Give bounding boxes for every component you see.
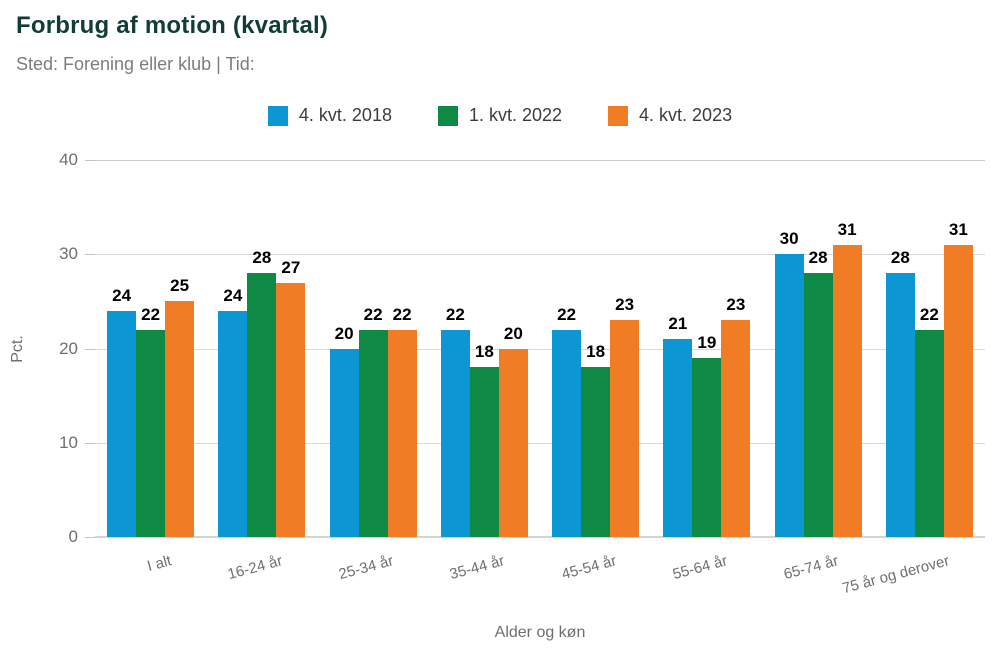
legend-item[interactable]: 1. kvt. 2022: [437, 105, 563, 126]
x-category-label: I alt: [145, 552, 173, 575]
bar: [498, 348, 528, 537]
bar-value-label: 22: [363, 304, 383, 324]
legend-swatch: [267, 105, 288, 126]
gridline: [95, 160, 985, 161]
bar-value-label: 22: [919, 304, 939, 324]
bar-value-label: 24: [112, 285, 132, 305]
bar: [914, 329, 944, 537]
bar-value-label: 31: [837, 219, 857, 239]
y-tick-mark: [85, 254, 95, 256]
bar: [663, 339, 693, 537]
y-tick-label: 30: [59, 244, 78, 264]
bar-value-label: 19: [697, 332, 717, 352]
y-tick-label: 20: [59, 338, 78, 358]
bar: [581, 367, 611, 537]
bar-value-label: 18: [586, 342, 606, 362]
y-tick-mark: [85, 537, 95, 538]
bar-value-label: 18: [474, 342, 494, 362]
legend-swatch: [437, 105, 458, 126]
bar-value-label: 23: [615, 295, 635, 315]
bar-value-label: 25: [170, 276, 190, 296]
chart-header: Forbrug af motion (kvartal) Sted: Foreni…: [16, 12, 328, 75]
legend-item[interactable]: 4. kvt. 2023: [608, 105, 732, 126]
bar: [136, 329, 166, 537]
bar: [552, 329, 582, 537]
bar-value-label: 22: [392, 304, 412, 324]
bar-value-label: 23: [726, 295, 746, 315]
bar-value-label: 22: [445, 304, 465, 324]
bar: [165, 301, 195, 537]
y-tick-label: 10: [59, 432, 78, 452]
legend-label: 4. kvt. 2018: [298, 105, 392, 125]
legend-swatch: [608, 105, 629, 126]
y-tick-label: 0: [68, 527, 78, 546]
bar: [774, 254, 804, 537]
bar: [885, 273, 915, 537]
bar-value-label: 27: [281, 257, 301, 277]
bar-value-label: 30: [779, 229, 799, 249]
bar: [440, 329, 470, 537]
bar: [943, 244, 973, 537]
bar: [387, 329, 417, 537]
bar: [692, 357, 722, 537]
bar-value-label: 21: [668, 314, 688, 334]
x-category-label: 45-54 år: [559, 552, 618, 584]
x-category-label: 55-64 år: [670, 552, 730, 584]
gridline: [95, 442, 985, 444]
bar-value-label: 22: [141, 304, 161, 324]
gridline: [95, 348, 985, 350]
legend-item[interactable]: 4. kvt. 2018: [267, 105, 392, 126]
chart-title: Forbrug af motion (kvartal): [16, 12, 329, 39]
bar: [358, 329, 388, 537]
y-tick-mark: [85, 160, 95, 161]
x-axis-title: Alder og køn: [494, 624, 586, 641]
bar-value-label: 22: [557, 304, 577, 324]
x-category-label: 25-34 år: [336, 552, 396, 584]
y-tick-label: 40: [59, 150, 78, 169]
x-category-label: 35-44 år: [448, 552, 507, 584]
bar-value-label: 28: [252, 248, 272, 268]
bar: [832, 244, 862, 537]
bar-value-label: 24: [223, 285, 243, 305]
x-category-label: 65-74 år: [781, 552, 841, 584]
bar: [610, 320, 640, 537]
x-category-label: 75 år og derover: [840, 552, 952, 598]
y-tick-mark: [85, 442, 95, 444]
bar: [276, 282, 306, 537]
bar: [721, 320, 751, 537]
bar-value-label: 20: [503, 323, 523, 343]
y-tick-mark: [85, 348, 95, 350]
chart-subtitle: Sted: Forening eller klub | Tid:: [16, 54, 255, 74]
bar: [107, 310, 137, 537]
gridline: [95, 254, 985, 256]
bar-value-label: 28: [890, 248, 910, 268]
bar-value-label: 28: [808, 248, 828, 268]
y-axis-title: Pct.: [8, 335, 26, 363]
legend-label: 1. kvt. 2022: [468, 105, 563, 125]
legend-label: 4. kvt. 2023: [639, 105, 733, 125]
bar: [247, 273, 277, 537]
chart-legend: 4. kvt. 2018 1. kvt. 2022 4. kvt. 2023: [0, 105, 1000, 126]
x-category-label: 16-24 år: [225, 552, 285, 584]
bar-value-label: 31: [948, 219, 968, 239]
x-axis-line: [95, 536, 985, 538]
bar-value-label: 20: [334, 323, 354, 343]
bar: [469, 367, 499, 537]
bar: [218, 310, 248, 537]
bar: [803, 273, 833, 537]
bar: [329, 348, 359, 537]
